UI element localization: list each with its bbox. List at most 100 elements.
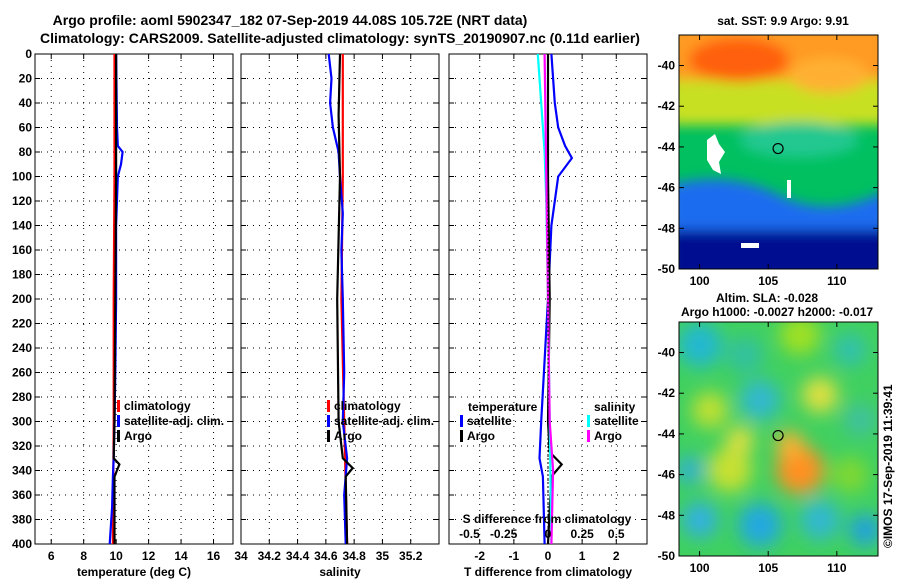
y-tick-label: 220 [12,317,32,331]
sla-anomaly [740,380,780,420]
x-tick-label: 34.4 [286,549,310,563]
y-tick-label: 20 [19,72,33,86]
legend-label: satellite [594,414,639,428]
x-tick-label: 14 [174,549,188,563]
sla-map-subtitle: Argo h1000: -0.0027 h2000: -0.017 [681,305,873,319]
legend-swatch [327,430,330,442]
legend-label: climatology [334,399,401,413]
x-tick-label: 34.2 [258,549,282,563]
sla-anomaly [708,448,752,492]
y-tick-label: 80 [19,145,33,159]
x-tick-label: 34 [234,549,248,563]
sla-anomaly [844,404,876,436]
x-tick-label: 34.6 [314,549,338,563]
y-tick-label: 320 [12,439,32,453]
sla-anomaly [780,322,820,355]
y-tick-label: 260 [12,366,32,380]
sst-map-title: sat. SST: 9.9 Argo: 9.91 [717,14,849,28]
lat-tick-label: -44 [658,427,676,441]
sst-cool-patch [739,122,859,158]
x-axis-label: T difference from climatology [464,565,632,579]
temperature-panel: 6 8 10 12 14 16020406080100120140160180200220… [12,47,234,579]
x-tick-label: 34.8 [342,549,366,563]
sst-missing-data [707,134,725,174]
x-tick-label: 35 [376,549,390,563]
secondary-tick-label: -0.5 [459,527,480,541]
lat-tick-label: -40 [658,59,676,73]
series-line-satellite-adj-clim- [327,53,349,545]
x-axis-label: salinity [319,565,361,579]
sla-anomaly [800,500,840,540]
legend-label: satellite [467,414,512,428]
argo-float-marker [772,142,784,155]
sst-cold-band [679,230,878,269]
y-tick-label: 400 [12,537,32,551]
x-tick-label: 35.2 [399,549,423,563]
legend-swatch [460,415,463,427]
sla-anomaly [726,426,754,454]
figure-title: Argo profile: aoml 5902347_182 07-Sep-20… [53,12,528,28]
x-tick-label: 12 [142,549,156,563]
sla-anomaly [738,503,782,547]
argo-float-marker [772,429,784,442]
sst-warm-core [689,38,789,82]
y-tick-label: 380 [12,513,32,527]
sla-anomaly [679,323,722,367]
legend-label: Argo [467,429,495,443]
sla-map-title: Altim. SLA: -0.028 [716,291,818,305]
sla-anomaly [802,377,838,413]
y-tick-label: 0 [25,47,32,61]
x-tick-label: 16 [207,549,221,563]
lon-tick-label: 105 [758,561,778,575]
lat-tick-label: -44 [658,140,676,154]
difference-panel: -2 -1 0 1 2 T difference from climatology S di… [448,53,648,579]
sst-warm-core [789,57,869,93]
y-tick-label: 240 [12,341,32,355]
sla-field-image [679,322,878,556]
y-tick-label: 360 [12,488,32,502]
series-line-temperature-satellite [538,53,574,545]
y-tick-label: 200 [12,292,32,306]
y-tick-label: 340 [12,464,32,478]
legend-label: satellite-adj. clim. [124,414,224,428]
series-line-argo [112,54,121,544]
y-tick-label: 140 [12,219,32,233]
lat-tick-label: -40 [658,346,676,360]
legend-swatch [327,400,330,412]
sla-anomaly [832,457,868,493]
x-tick-label: 1 [579,549,586,563]
legend-title-temperature: temperature [468,400,538,414]
secondary-tick-label: 0.25 [570,527,594,541]
lat-tick-label: -46 [658,181,676,195]
salinity-panel: 34 34.2 34.4 34.6 34.8 35 35.2 salinity climatol… [234,53,440,579]
sst-map-panel: 100 105 110 -40 -42 -44 -46 -48 -50 sat. SST: 9.9… [658,14,879,288]
legend-title-salinity: salinity [594,400,636,414]
legend-swatch [460,430,463,442]
x-tick-label: -2 [474,549,485,563]
y-tick-label: 300 [12,415,32,429]
sla-anomaly [682,502,718,538]
x-tick-label: 2 [613,549,620,563]
y-tick-label: 280 [12,390,32,404]
lat-tick-label: -42 [658,99,676,113]
secondary-axis-label: S difference from climatology [463,512,632,526]
x-tick-label: 0 [545,549,552,563]
legend-swatch [117,400,120,412]
sla-anomaly [834,334,866,366]
legend-swatch [117,415,120,427]
y-tick-label: 120 [12,194,32,208]
sla-anomaly [727,337,763,373]
legend-swatch [117,430,120,442]
lat-tick-label: -48 [658,221,676,235]
sst-field-image [679,35,878,269]
legend-label: climatology [124,399,191,413]
legend-label: Argo [334,429,362,443]
sla-blobs [679,322,878,547]
x-tick-label: 8 [80,549,87,563]
lon-tick-label: 105 [758,274,778,288]
legend-swatch [327,415,330,427]
x-tick-label: 10 [109,549,123,563]
legend-label: satellite-adj. clim. [334,414,434,428]
x-tick-label: 6 [48,549,55,563]
